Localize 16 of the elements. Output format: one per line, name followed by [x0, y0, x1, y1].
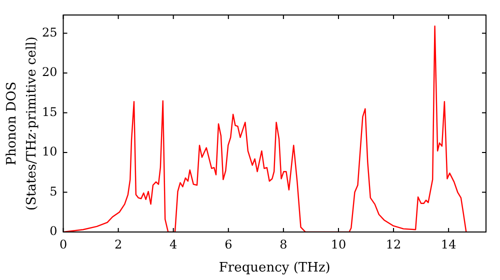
y-tick-label: 0: [50, 224, 58, 238]
y-tick-label: 25: [42, 25, 58, 40]
x-tick-label: 6: [224, 237, 232, 252]
y-axis-title: Phonon DOS (States/THz·primitive cell): [4, 36, 40, 211]
y-tick-label: 20: [42, 65, 58, 80]
x-tick-label: 14: [440, 237, 457, 252]
x-tick-label: 0: [59, 237, 68, 252]
y-tick-label: 15: [42, 104, 58, 119]
y-tick-label: 5: [50, 184, 58, 198]
x-axis-title: Frequency (THz): [218, 260, 330, 276]
x-tick-label: 2: [114, 237, 122, 252]
x-tick-label: 8: [280, 237, 288, 252]
x-tick-label: 10: [330, 237, 346, 252]
y-tick-label: 10: [42, 144, 58, 159]
x-tick-label: 12: [386, 237, 402, 252]
x-tick-label: 4: [170, 237, 178, 252]
